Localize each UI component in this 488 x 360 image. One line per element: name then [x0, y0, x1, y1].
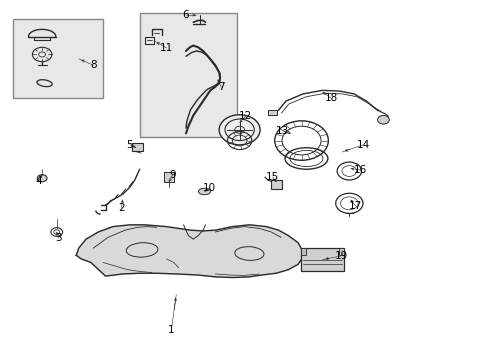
Bar [300, 248, 306, 255]
Text: 3: 3 [55, 233, 61, 243]
Text: 14: 14 [356, 140, 369, 150]
Polygon shape [76, 225, 303, 278]
Text: 18: 18 [324, 93, 337, 103]
Bar [338, 248, 344, 255]
Text: 7: 7 [218, 82, 224, 93]
Circle shape [377, 116, 388, 124]
Bar [163, 172, 173, 182]
Bar [140, 13, 237, 137]
Text: 17: 17 [348, 201, 362, 211]
Ellipse shape [198, 188, 210, 195]
Circle shape [219, 115, 260, 145]
Circle shape [37, 175, 47, 182]
Text: 8: 8 [90, 60, 97, 70]
Text: 5: 5 [126, 140, 133, 150]
Text: 13: 13 [275, 126, 288, 135]
Text: 15: 15 [265, 172, 279, 182]
Text: 16: 16 [353, 165, 366, 175]
Bar [132, 143, 143, 151]
Text: 4: 4 [35, 176, 42, 186]
Text: 6: 6 [183, 10, 189, 20]
Bar [271, 180, 282, 189]
Text: 10: 10 [203, 183, 216, 193]
Bar [267, 110, 276, 116]
Text: 2: 2 [118, 203, 124, 213]
Bar [300, 248, 344, 271]
Text: 19: 19 [334, 251, 347, 261]
Text: 1: 1 [168, 325, 174, 335]
Bar [13, 19, 103, 98]
Text: 9: 9 [169, 170, 175, 180]
Text: 12: 12 [238, 111, 252, 121]
Text: 11: 11 [160, 43, 173, 53]
